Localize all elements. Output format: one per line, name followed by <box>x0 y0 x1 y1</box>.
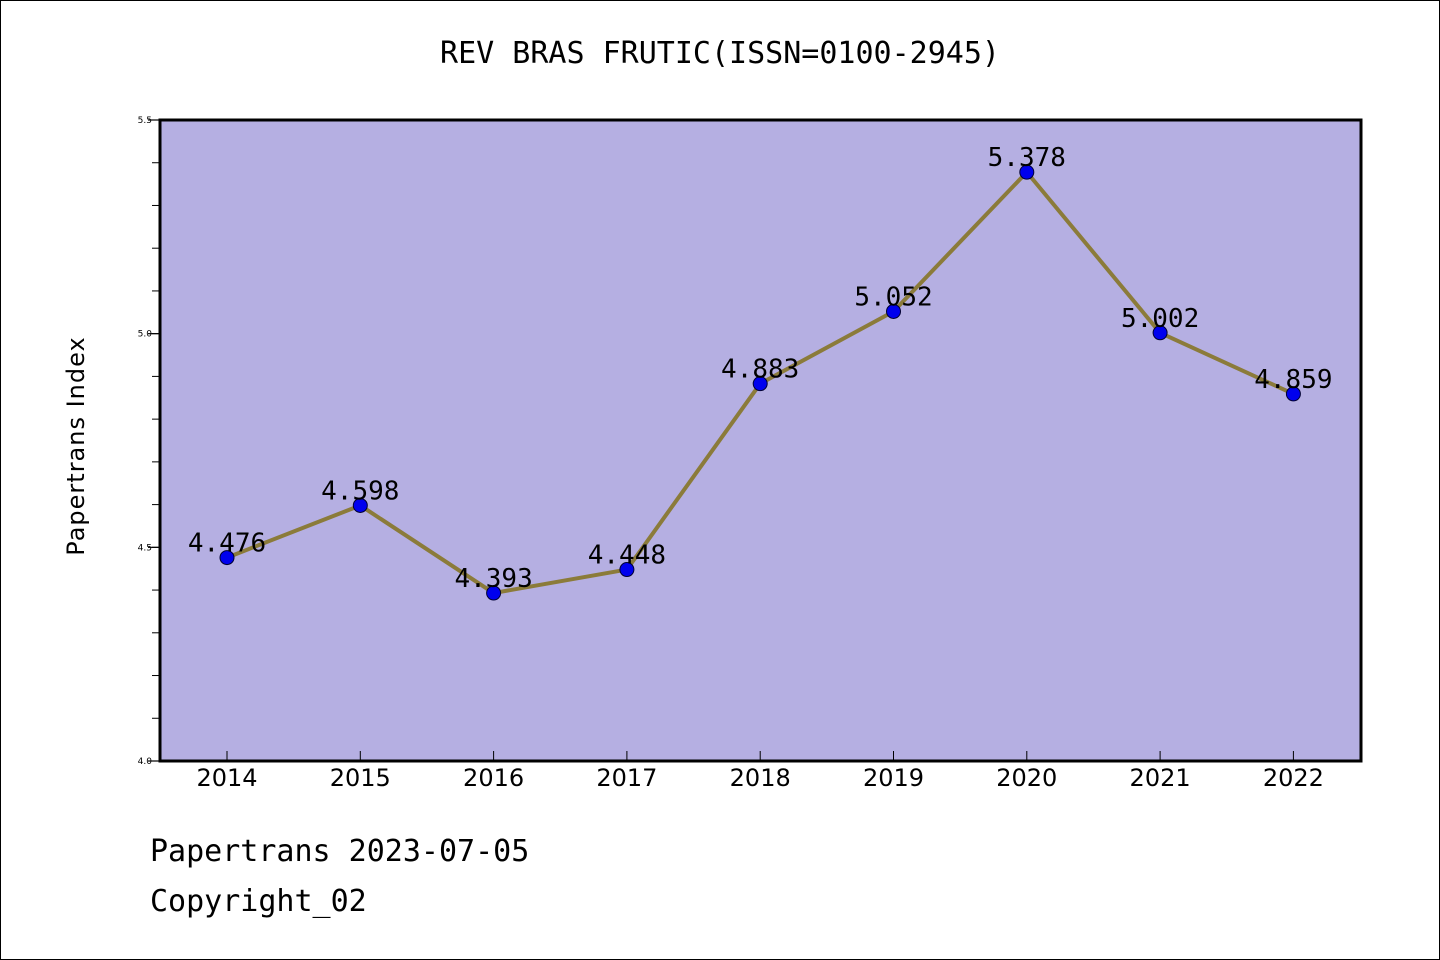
data-point-marker <box>1285 386 1301 402</box>
x-tick-label: 2017 <box>596 764 657 792</box>
data-point-marker <box>486 585 502 601</box>
data-label: 5.002 <box>1121 304 1199 334</box>
data-point-marker <box>619 562 635 578</box>
data-point-marker <box>219 550 235 566</box>
data-label: 4.476 <box>188 529 266 559</box>
footer-copyright: Copyright_02 <box>150 884 367 919</box>
data-point-marker <box>886 303 901 319</box>
plot-area <box>160 120 1361 761</box>
x-tick-label: 2019 <box>863 764 924 792</box>
data-point-marker <box>752 376 768 392</box>
footer-date: Papertrans 2023-07-05 <box>150 834 530 869</box>
series-group <box>219 164 1301 601</box>
x-tick-label: 2020 <box>996 764 1057 792</box>
x-tick-label: 2015 <box>330 764 391 792</box>
y-tick-label: 4.5 <box>138 543 152 553</box>
data-label: 4.859 <box>1254 365 1332 395</box>
data-label: 4.448 <box>588 541 666 571</box>
data-point-marker <box>1019 164 1035 180</box>
data-label: 4.393 <box>454 564 532 594</box>
data-label: 5.052 <box>854 282 932 312</box>
y-axis-label: Papertrans Index <box>62 336 90 555</box>
data-point-marker <box>1152 325 1168 341</box>
data-label: 4.883 <box>721 355 799 385</box>
x-tick-label: 2021 <box>1130 764 1191 792</box>
y-tick-label: 5.5 <box>138 116 152 126</box>
plot-border <box>158 118 1363 763</box>
data-point-marker <box>352 497 368 513</box>
y-tick-label: 5.0 <box>138 330 153 340</box>
y-tick-label: 4.0 <box>138 757 153 767</box>
y-axis: 4.0 4.5 5.0 5.5 <box>138 116 160 767</box>
data-label: 5.378 <box>988 143 1066 173</box>
x-tick-label: 2016 <box>463 764 524 792</box>
data-labels: 4.476 4.598 4.393 4.448 4.883 5.052 5.378 5.002… <box>188 143 1333 594</box>
x-tick-label: 2022 <box>1263 764 1324 792</box>
x-tick-label: 2014 <box>196 764 257 792</box>
data-label: 4.598 <box>321 476 399 506</box>
chart-title: REV BRAS FRUTIC(ISSN=0100-2945) <box>440 36 1000 71</box>
x-axis: 2014 2015 2016 2017 2018 2019 2020 2021 2022 <box>196 751 1324 792</box>
x-tick-label: 2018 <box>730 764 791 792</box>
